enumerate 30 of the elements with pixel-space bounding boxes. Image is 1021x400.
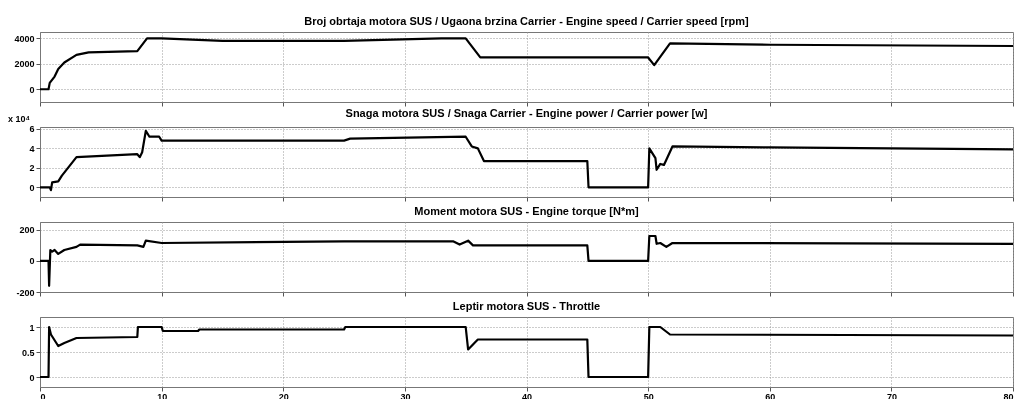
chart-title: Broj obrtaja motora SUS / Ugaona brzina Carrier - Engine speed / Carrier speed [rpm] — [304, 15, 750, 27]
y-tick-label: 0 — [29, 182, 35, 193]
x-tick-label: 60 — [765, 391, 776, 400]
y-tick-label: 6 — [29, 124, 35, 135]
x-tick-label: 10 — [157, 391, 168, 400]
y-tick-label: 2000 — [14, 59, 35, 70]
y-tick-label: 0 — [29, 256, 35, 267]
y-tick-label: 0 — [29, 84, 35, 95]
x-tick-label: 0 — [40, 391, 46, 400]
x-tick-label: 30 — [400, 391, 411, 400]
x-tick-label: 80 — [1003, 391, 1014, 400]
x-tick-label: 50 — [643, 391, 654, 400]
y-tick-label: 4000 — [14, 33, 35, 44]
y-tick-label: 2 — [29, 163, 35, 174]
y-tick-label: 0.5 — [21, 347, 35, 358]
y-tick-label: 4 — [29, 143, 35, 154]
x-tick-label: 70 — [886, 391, 897, 400]
line-series — [40, 325, 1013, 379]
chart-title: Snaga motora SUS / Snaga Carrier - Engine power / Carrier power [w] — [345, 107, 708, 119]
x-tick-label: 40 — [521, 391, 533, 400]
y-tick-label: 0 — [29, 372, 35, 383]
x-tick-label: 20 — [278, 391, 289, 400]
text: x 10⁴ — [8, 114, 30, 124]
line-series — [40, 37, 1013, 91]
y-tick-label: -200 — [16, 287, 35, 298]
line-series — [40, 234, 1013, 287]
y-tick-label: 200 — [19, 225, 35, 236]
y-tick-label: 1 — [29, 322, 35, 333]
chart-title: Leptir motora SUS - Throttle — [452, 300, 601, 312]
chart-title: Moment motora SUS - Engine torque [N*m] — [414, 205, 639, 217]
